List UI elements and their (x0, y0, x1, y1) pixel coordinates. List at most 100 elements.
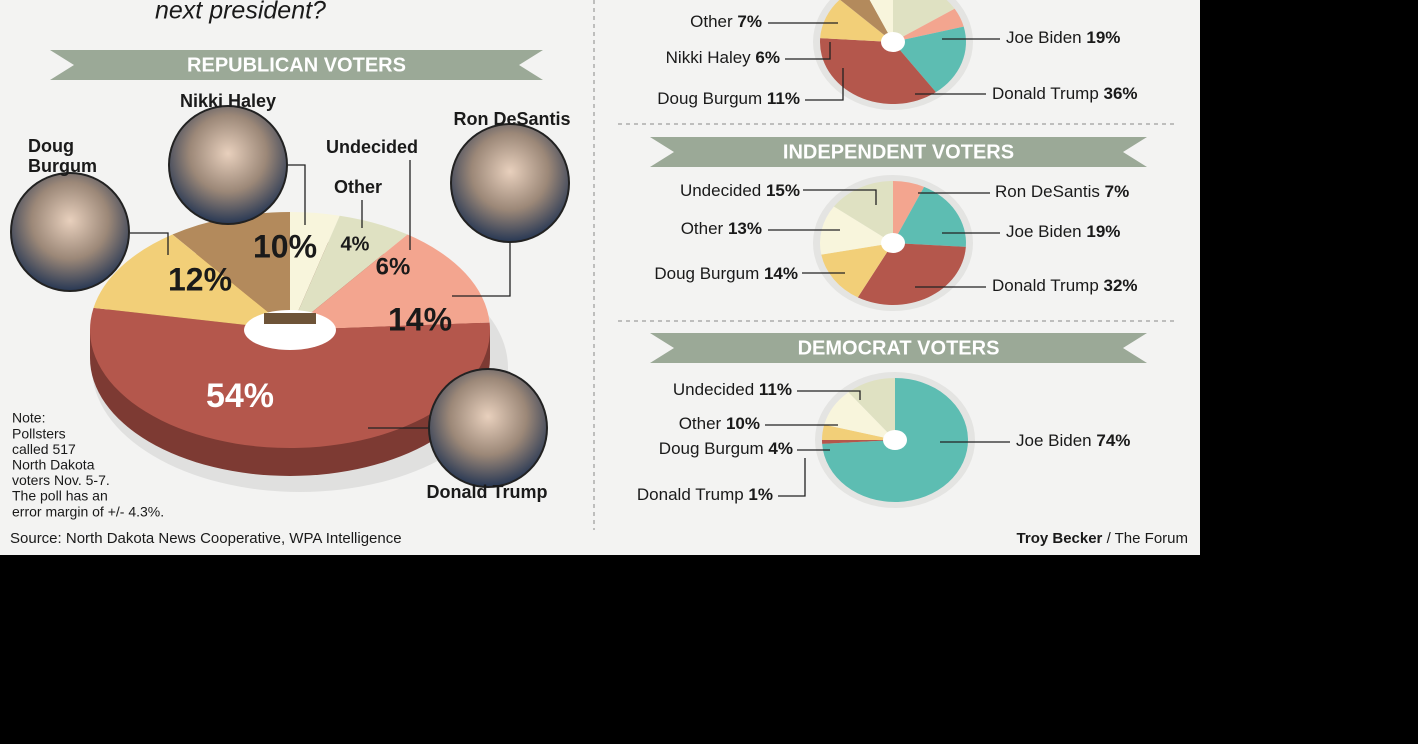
pie-slice (869, 0, 893, 42)
slice-value: 1% (748, 485, 773, 504)
pie-slice (824, 392, 895, 440)
candidate-name: Donald Trump (427, 482, 548, 502)
slice-value: 11% (759, 380, 792, 399)
pie-slice (840, 0, 893, 42)
photo (430, 370, 546, 486)
credit-author: Troy Becker (1017, 530, 1103, 547)
pie-slice (820, 206, 893, 255)
slice-label: Other 7% (690, 12, 762, 31)
slice-name: Ron DeSantis (995, 182, 1100, 201)
slice-label: Undecided 15% (680, 181, 800, 200)
slice-value: 19% (1086, 28, 1120, 47)
candidate-name-box: Doug Burgum (28, 136, 97, 176)
banner (650, 137, 1147, 167)
slice-name: Joe Biden (1016, 431, 1092, 450)
leader-line (452, 242, 511, 297)
slice-label: Joe Biden 19% (1006, 28, 1120, 47)
pie-slice (857, 243, 966, 306)
slice-value: 32% (1104, 276, 1138, 295)
slice-value: 5% (1098, 0, 1123, 4)
pie-slice (820, 0, 893, 42)
candidate-name: Doug Burgum (28, 136, 97, 176)
pie-slice (822, 424, 895, 440)
slice-label: Donald Trump 36% (992, 84, 1138, 103)
slice-label: Other 13% (681, 219, 762, 238)
slice-value: 12% (168, 261, 232, 297)
pie-slice (172, 212, 290, 330)
pie-slice (290, 215, 408, 330)
slice-value: 11% (767, 89, 800, 108)
slice-label: Undecided 11% (673, 380, 792, 399)
slice-label: Ron DeSantis 5% (988, 0, 1122, 4)
slice-name: Donald Trump (992, 276, 1099, 295)
pie-slice (893, 186, 966, 247)
leader-line (797, 390, 861, 400)
slice-name: Undecided (680, 181, 761, 200)
pie-slice (822, 440, 895, 444)
slice-value: 4% (341, 233, 370, 255)
pie-slice (893, 0, 955, 42)
pie-slice (93, 234, 291, 330)
pie-hole-wall (264, 313, 316, 324)
slice-value: 14% (388, 301, 452, 337)
slice-value: 7% (1105, 182, 1130, 201)
photo (12, 174, 128, 290)
leader-line (130, 232, 169, 255)
pie-slice (893, 26, 966, 93)
slice-label: Ron DeSantis 7% (995, 182, 1129, 201)
pie-hole (883, 430, 907, 450)
slice-label: Doug Burgum 4% (659, 439, 793, 458)
slice-label: Doug Burgum 14% (654, 264, 798, 283)
pie-hole (881, 32, 905, 52)
slice-value: 19% (1086, 222, 1120, 241)
pie-slice (820, 38, 936, 104)
leader-line (785, 42, 831, 60)
slice-value: 6% (755, 48, 780, 67)
pie-slice (893, 8, 964, 42)
slice-label: Joe Biden 74% (1016, 431, 1130, 450)
pie-slice (290, 234, 490, 330)
credit: Troy Becker / The Forum (1017, 530, 1188, 547)
slice-value: 10% (253, 228, 317, 264)
slice-name: Donald Trump (992, 84, 1099, 103)
slice-name: Ron DeSantis (988, 0, 1093, 4)
slice-name: Doug Burgum (654, 264, 759, 283)
slice-label: Other 10% (679, 414, 760, 433)
slice-name: Nikki Haley (666, 48, 752, 67)
slice-name: Undecided (673, 380, 754, 399)
slice-value: 15% (766, 181, 800, 200)
slice-name: Doug Burgum (659, 439, 764, 458)
slice-value: 14% (764, 264, 798, 283)
chart-title: INDEPENDENT VOTERS (783, 141, 1014, 163)
slice-value: 7% (737, 12, 762, 31)
slice-value: 13% (728, 219, 762, 238)
leader-line (288, 164, 306, 225)
slice-name: Joe Biden (1006, 222, 1082, 241)
candidate-name: Undecided (326, 137, 418, 157)
slice-name: Joe Biden (1006, 28, 1082, 47)
header-title: next president? (155, 0, 326, 25)
slice-name: Other (690, 12, 733, 31)
leader-line (805, 68, 844, 101)
note-line: North Dakota (12, 457, 95, 473)
slice-name: Other (681, 219, 724, 238)
pie-slice (290, 212, 340, 330)
banner (650, 333, 1147, 363)
slice-value: 54% (206, 377, 274, 415)
chart-title: DEMOCRAT VOTERS (798, 337, 1000, 359)
slice-value: 4% (768, 439, 793, 458)
slice-value: 36% (1104, 84, 1138, 103)
slice-label: Nikki Haley 6% (666, 48, 780, 67)
leader-line (778, 458, 806, 497)
slice-value: 74% (1096, 431, 1130, 450)
slice-label: Donald Trump 32% (992, 276, 1138, 295)
pie-slice (89, 307, 490, 449)
slice-label: Joe Biden 19% (1006, 222, 1120, 241)
slice-label: Doug Burgum 11% (657, 89, 800, 108)
pie-slice (821, 243, 893, 298)
chart-title: REPUBLICAN VOTERS (187, 54, 406, 76)
slice-value: 6% (376, 253, 411, 280)
slice-name: Donald Trump (637, 485, 744, 504)
